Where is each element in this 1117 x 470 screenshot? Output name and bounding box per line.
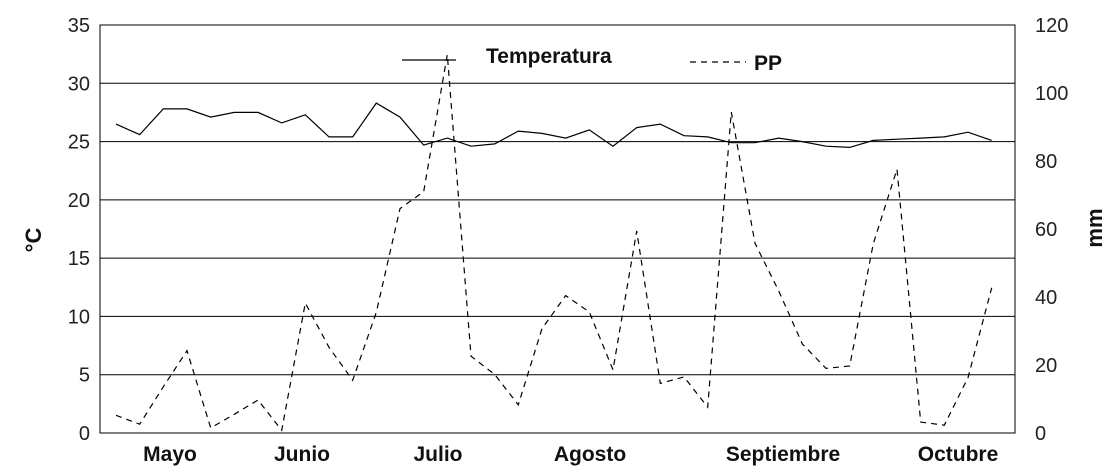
y-left-tick-label: 30 — [68, 73, 90, 95]
y-left-tick-label: 10 — [68, 306, 90, 328]
series-line-temperatura — [115, 102, 992, 149]
x-tick-label: Julio — [413, 443, 462, 466]
y-left-tick-label: 15 — [68, 248, 90, 270]
y-right-tick-label: 100 — [1035, 83, 1068, 105]
y-left-tick-label: 5 — [79, 365, 90, 387]
plot-frame — [99, 24, 1016, 434]
y-right-tick-label: 0 — [1035, 423, 1046, 445]
y-right-tick-label: 60 — [1035, 219, 1057, 241]
x-tick-label: Octubre — [918, 443, 999, 466]
left-axis: 0 5 10 15 20 25 30 35 — [68, 15, 90, 445]
y-left-tick-label: 0 — [79, 423, 90, 445]
y-right-tick-label: 80 — [1035, 151, 1057, 173]
y-right-tick-label: 20 — [1035, 355, 1057, 377]
y-left-tick-label: 25 — [68, 132, 90, 154]
x-tick-label: Mayo — [143, 443, 197, 466]
x-tick-label: Agosto — [554, 443, 626, 466]
y-left-tick-label: 35 — [68, 15, 90, 37]
x-tick-label: Septiembre — [726, 443, 840, 466]
legend: Temperatura PP — [402, 45, 782, 75]
y-right-tick-label: 120 — [1035, 15, 1068, 37]
x-axis: Mayo Junio Julio Agosto Septiembre Octubre — [143, 443, 998, 466]
x-tick-label: Junio — [274, 443, 330, 466]
grid — [100, 24, 1015, 434]
y-left-axis-title: °C — [21, 228, 46, 253]
y-right-axis-title: mm — [1082, 208, 1107, 247]
legend-label-pp: PP — [754, 52, 782, 75]
series-line-pp — [115, 54, 993, 432]
right-axis: 0 20 40 60 80 100 120 — [1035, 15, 1068, 445]
y-left-tick-label: 20 — [68, 190, 90, 212]
legend-label-temperatura: Temperatura — [486, 45, 612, 68]
y-right-tick-label: 40 — [1035, 287, 1057, 309]
